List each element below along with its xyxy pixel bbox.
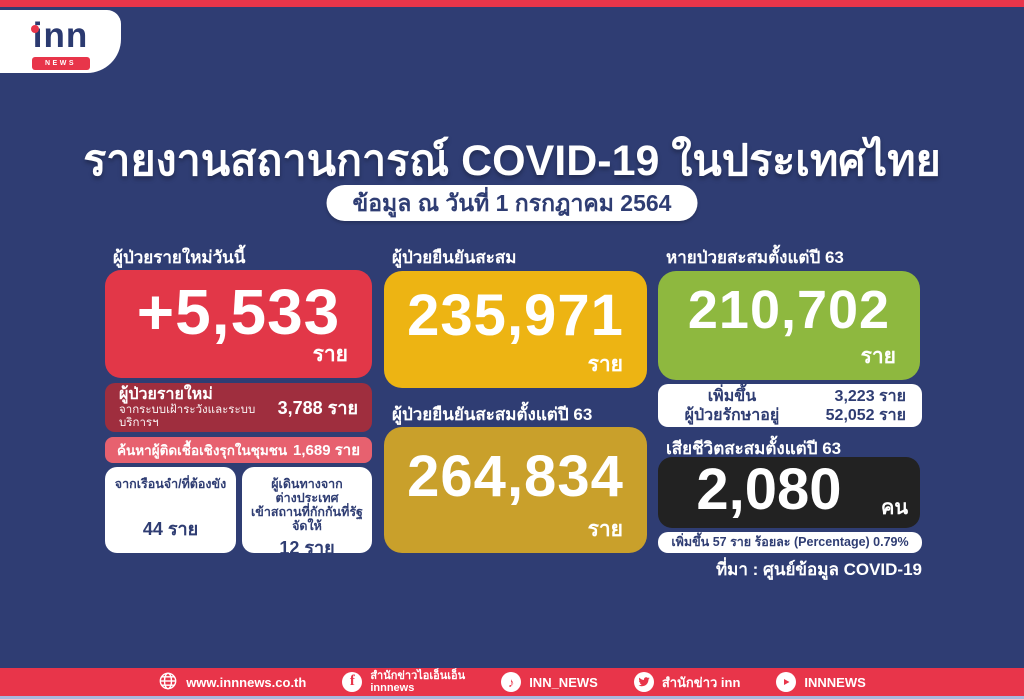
abroad-label: ผู้เดินทางจาก ต่างประเทศ เข้าสถานที่กักก…	[248, 477, 366, 533]
cumulative-value: 235,971	[407, 283, 624, 348]
recovered-increase-value: 3,223 ราย	[834, 387, 906, 405]
deaths-unit: คน	[880, 497, 908, 519]
cumulative-unit: ราย	[587, 353, 623, 376]
proactive-value: 1,689 ราย	[293, 442, 360, 459]
facebook-label-line2: innnews	[370, 682, 415, 694]
youtube-label: INNNEWS	[804, 674, 866, 690]
new-cases-value: +5,533	[136, 276, 341, 348]
top-accent-bar	[0, 0, 1024, 7]
card-cumulative-confirmed: 235,971 ราย	[384, 271, 647, 388]
card-cumulative-since-63: 264,834 ราย	[384, 427, 647, 553]
surveillance-value: 3,788 ราย	[277, 398, 358, 418]
date-badge: ข้อมูล ณ วันที่ 1 กรกฎาคม 2564	[326, 185, 698, 221]
label-recovered: หายป่วยสะสมตั้งแต่ปี 63	[666, 248, 844, 267]
logo-red-dot-icon	[31, 25, 39, 33]
recovered-row-in-treatment: ผู้ป่วยรักษาอยู่ 52,052 ราย	[658, 406, 922, 425]
deaths-note-pill: เพิ่มขึ้น 57 ราย ร้อยละ (Percentage) 0.7…	[658, 532, 922, 553]
label-deaths: เสียชีวิตสะสมตั้งแต่ปี 63	[666, 439, 842, 458]
facebook-label: สำนักข่าวไอเอ็นเอ็น innnews	[370, 670, 465, 694]
inn-news-logo: inn NEWS	[0, 10, 121, 73]
label-cumulative-since-63: ผู้ป่วยยืนยันสะสมตั้งแต่ปี 63	[392, 405, 593, 424]
label-new-cases-today: ผู้ป่วยรายใหม่วันนี้	[113, 248, 246, 267]
card-proactive-search: ค้นหาผู้ติดเชื้อเชิงรุกในชุมชน 1,689 ราย	[105, 437, 372, 463]
in-treatment-value: 52,052 ราย	[825, 406, 906, 424]
footer-tiktok: ♪ INN_NEWS	[501, 672, 598, 692]
recovered-increase-label: เพิ่มขึ้น	[707, 387, 757, 405]
surveillance-labels: ผู้ป่วยรายใหม่ จากระบบเฝ้าระวังและระบบบร…	[119, 386, 278, 430]
abroad-label-line1: ผู้เดินทางจาก	[271, 477, 343, 491]
card-recovered-details: เพิ่มขึ้น 3,223 ราย ผู้ป่วยรักษาอยู่ 52,…	[658, 384, 922, 427]
footer-twitter: สำนักข่าว inn	[633, 672, 741, 693]
cumulative-63-value: 264,834	[407, 443, 624, 509]
card-abroad-cases: ผู้เดินทางจาก ต่างประเทศ เข้าสถานที่กักก…	[242, 467, 372, 558]
recovered-unit: ราย	[860, 345, 896, 368]
footer-youtube: INNNEWS	[776, 672, 866, 692]
website-label: www.innnews.co.th	[186, 674, 307, 690]
surveillance-title: ผู้ป่วยรายใหม่	[119, 385, 213, 403]
tiktok-icon: ♪	[501, 672, 522, 692]
prison-label: จากเรือนจำ/ที่ต้องขัง	[114, 477, 227, 491]
new-cases-unit: ราย	[312, 343, 348, 366]
card-prison-cases: จากเรือนจำ/ที่ต้องขัง 44 ราย	[105, 467, 236, 553]
surveillance-subtitle: จากระบบเฝ้าระวังและระบบบริการฯ	[119, 403, 256, 429]
page-title: รายงานสถานการณ์ COVID-19 ในประเทศไทย	[83, 137, 941, 185]
data-source-credit: ที่มา : ศูนย์ข้อมูล COVID-19	[715, 560, 922, 579]
tiktok-label: INN_NEWS	[529, 674, 598, 690]
footer-social-bar: www.innnews.co.th f สำนักข่าวไอเอ็นเอ็น …	[0, 668, 1024, 696]
card-recovered: 210,702 ราย	[658, 271, 920, 380]
abroad-label-line2: ต่างประเทศ	[275, 491, 339, 505]
logo-wordmark: inn	[32, 16, 89, 55]
facebook-icon: f	[342, 672, 363, 692]
prison-value: 44 ราย	[142, 519, 199, 539]
cumulative-63-unit: ราย	[587, 518, 623, 541]
logo-news-ribbon: NEWS	[31, 57, 90, 70]
card-deaths: 2,080 คน	[658, 457, 920, 528]
deaths-value: 2,080	[696, 457, 842, 522]
footer-website: www.innnews.co.th	[158, 671, 306, 694]
abroad-value: 12 ราย	[279, 538, 335, 558]
globe-icon	[158, 671, 178, 694]
footer-facebook: f สำนักข่าวไอเอ็นเอ็น innnews	[342, 670, 465, 694]
twitter-icon	[633, 672, 654, 692]
label-cumulative-confirmed: ผู้ป่วยยืนยันสะสม	[392, 248, 517, 267]
facebook-label-line1: สำนักข่าวไอเอ็นเอ็น	[370, 670, 466, 682]
abroad-label-line3: เข้าสถานที่กักกันที่รัฐจัดให้	[251, 505, 363, 533]
in-treatment-label: ผู้ป่วยรักษาอยู่	[684, 406, 780, 424]
bottom-edge-strip	[0, 696, 1024, 699]
youtube-icon	[776, 672, 797, 692]
recovered-row-increase: เพิ่มขึ้น 3,223 ราย	[658, 387, 922, 406]
recovered-value: 210,702	[687, 279, 891, 340]
twitter-label: สำนักข่าว inn	[661, 674, 741, 690]
proactive-label: ค้นหาผู้ติดเชื้อเชิงรุกในชุมชน	[117, 443, 288, 458]
card-new-cases-today: +5,533 ราย	[105, 270, 372, 378]
card-surveillance-cases: ผู้ป่วยรายใหม่ จากระบบเฝ้าระวังและระบบบร…	[105, 383, 372, 432]
